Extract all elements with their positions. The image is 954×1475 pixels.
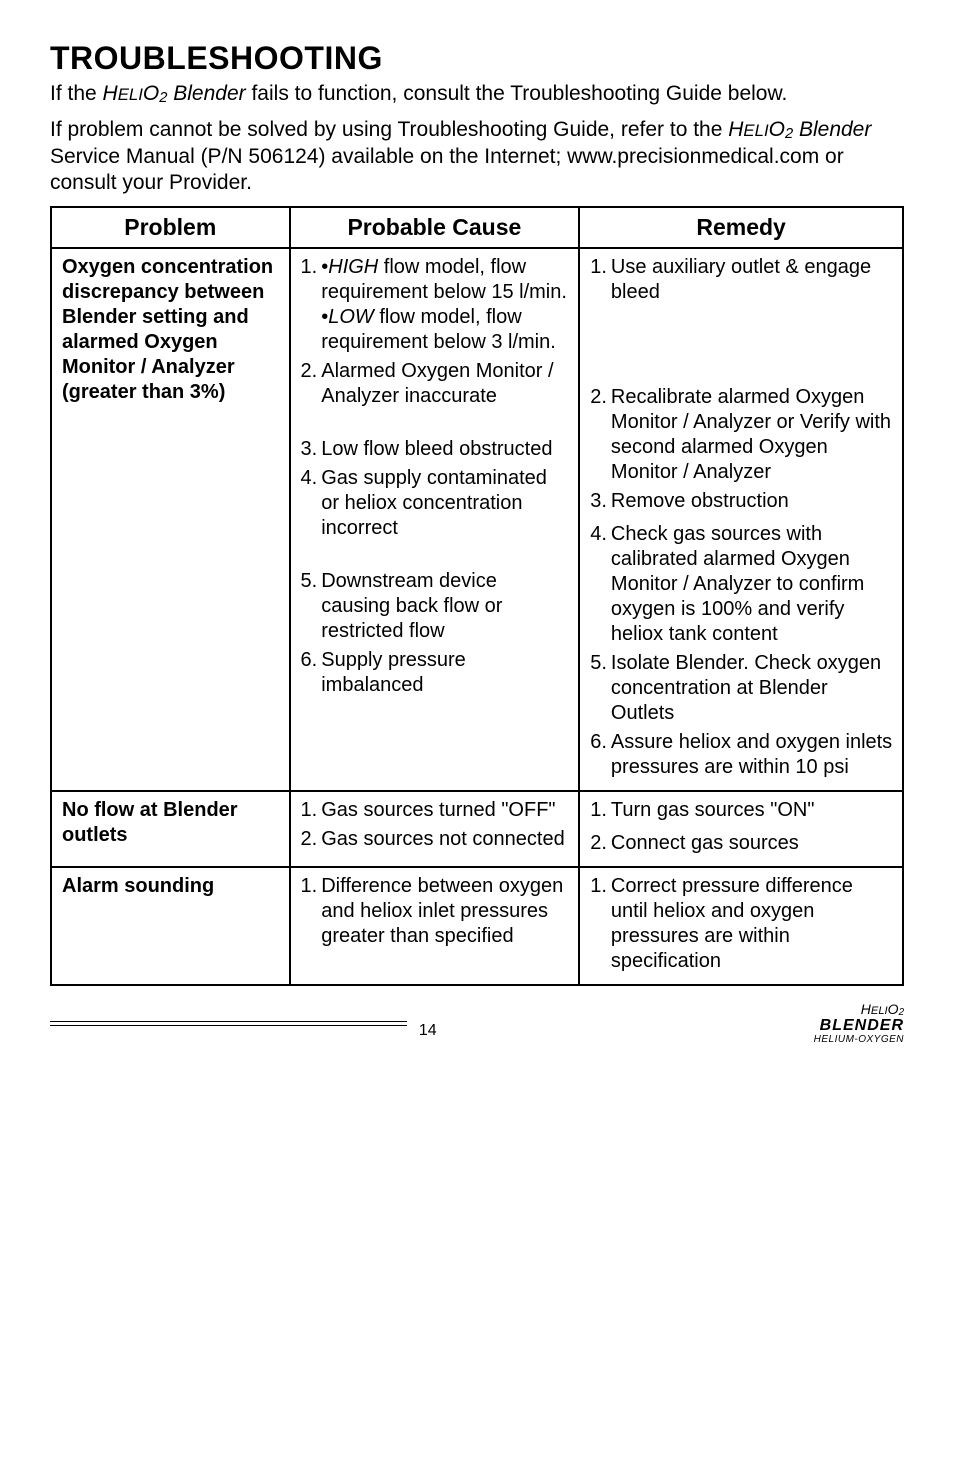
problem-cell: Alarm sounding xyxy=(51,867,290,985)
text: ELI xyxy=(118,85,143,104)
list-number: 2. xyxy=(301,359,322,409)
cause-cell: 1. Gas sources turned "OFF" 2. Gas sourc… xyxy=(290,791,580,867)
text: 2 xyxy=(785,126,793,142)
page-footer: 14 HELIO2 BLENDER HELIUM-OXYGEN xyxy=(50,1002,904,1045)
text: O xyxy=(888,1001,899,1017)
list-text: Gas sources turned "OFF" xyxy=(321,798,570,823)
list-number: 1. xyxy=(590,798,611,823)
text: BLENDER xyxy=(814,1018,904,1035)
list-text: Check gas sources with calibrated alarme… xyxy=(611,522,894,647)
text: 2 xyxy=(899,1007,904,1018)
cause-cell: 1. •HIGH flow model, flow requirement be… xyxy=(290,248,580,791)
list-number: 3. xyxy=(301,437,322,462)
text: ELI xyxy=(871,1005,888,1017)
table-row: Oxygen concentration discrepancy between… xyxy=(51,248,903,791)
list-number: 1. xyxy=(301,874,322,949)
list-number: 2. xyxy=(590,831,611,856)
list-number: 1. xyxy=(301,255,322,355)
text: If problem cannot be solved by using Tro… xyxy=(50,118,728,141)
remedy-cell: 1. Correct pressure difference until hel… xyxy=(579,867,903,985)
list-text: Supply pressure imbalanced xyxy=(321,648,570,698)
list-text: Recalibrate alarmed Oxygen Monitor / Ana… xyxy=(611,385,894,485)
header-problem: Problem xyxy=(51,207,290,248)
table-row: Alarm sounding 1. Difference between oxy… xyxy=(51,867,903,985)
remedy-cell: 1. Use auxiliary outlet & engage bleed 2… xyxy=(579,248,903,791)
list-text: Gas sources not connected xyxy=(321,827,570,852)
text: HELIUM-OXYGEN xyxy=(814,1035,904,1046)
table-header-row: Problem Probable Cause Remedy xyxy=(51,207,903,248)
list-number: 1. xyxy=(590,874,611,974)
list-number: 1. xyxy=(590,255,611,305)
list-text: Connect gas sources xyxy=(611,831,894,856)
list-number: 1. xyxy=(301,798,322,823)
text: H xyxy=(861,1001,871,1017)
list-text: Turn gas sources "ON" xyxy=(611,798,894,823)
text: Blender xyxy=(167,82,245,105)
list-text: Low flow bleed obstructed xyxy=(321,437,570,462)
text: ELI xyxy=(743,121,768,140)
list-text: Difference between oxygen and heliox inl… xyxy=(321,874,570,949)
list-text: Gas supply contaminated or heliox concen… xyxy=(321,466,570,541)
list-number: 6. xyxy=(301,648,322,698)
problem-cell: Oxygen concentration discrepancy between… xyxy=(51,248,290,791)
cause-cell: 1. Difference between oxygen and heliox … xyxy=(290,867,580,985)
text: H xyxy=(728,118,743,141)
intro-paragraph-1: If the HELIO2 Blender fails to function,… xyxy=(50,81,904,107)
intro-paragraph-2: If problem cannot be solved by using Tro… xyxy=(50,117,904,196)
list-number: 4. xyxy=(590,522,611,647)
text: HIGH xyxy=(328,256,378,278)
list-text: Downstream device causing back flow or r… xyxy=(321,569,570,644)
list-number: 2. xyxy=(301,827,322,852)
text: H xyxy=(103,82,118,105)
text: fails to function, consult the Troublesh… xyxy=(246,82,788,105)
list-number: 5. xyxy=(301,569,322,644)
list-number: 3. xyxy=(590,489,611,514)
text: Service Manual (P/N 506124) available on… xyxy=(50,145,844,194)
table-row: No flow at Blender outlets 1. Gas source… xyxy=(51,791,903,867)
header-cause: Probable Cause xyxy=(290,207,580,248)
list-text: Assure heliox and oxygen inlets pressure… xyxy=(611,730,894,780)
footer-branding: HELIO2 BLENDER HELIUM-OXYGEN xyxy=(806,1002,904,1045)
page-number: 14 xyxy=(407,1022,449,1040)
list-text: Isolate Blender. Check oxygen concentrat… xyxy=(611,651,894,726)
page-title: TROUBLESHOOTING xyxy=(50,40,904,77)
list-number: 4. xyxy=(301,466,322,541)
list-text: Use auxiliary outlet & engage bleed xyxy=(611,255,894,305)
troubleshooting-table: Problem Probable Cause Remedy Oxygen con… xyxy=(50,206,904,986)
list-text: •HIGH flow model, flow requirement below… xyxy=(321,255,570,355)
list-text: Alarmed Oxygen Monitor / Analyzer inaccu… xyxy=(321,359,570,409)
problem-cell: No flow at Blender outlets xyxy=(51,791,290,867)
list-text: Remove obstruction xyxy=(611,489,894,514)
header-remedy: Remedy xyxy=(579,207,903,248)
text: LOW xyxy=(328,306,374,328)
text: O xyxy=(143,82,159,105)
text: If the xyxy=(50,82,103,105)
text: O xyxy=(769,118,785,141)
footer-rule xyxy=(50,1021,407,1026)
list-number: 5. xyxy=(590,651,611,726)
remedy-cell: 1. Turn gas sources "ON" 2. Connect gas … xyxy=(579,791,903,867)
text: 2 xyxy=(159,90,167,106)
text: Blender xyxy=(793,118,871,141)
list-text: Correct pressure difference until heliox… xyxy=(611,874,894,974)
list-number: 6. xyxy=(590,730,611,780)
list-number: 2. xyxy=(590,385,611,485)
